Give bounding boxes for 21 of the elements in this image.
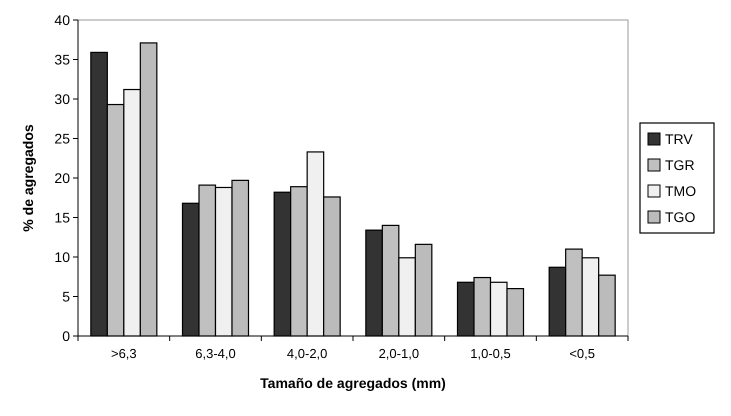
- legend-label: TRV: [665, 130, 694, 147]
- x-axis-title: Tamaño de agregados (mm): [260, 375, 446, 391]
- x-tick-label: 6,3-4,0: [195, 346, 236, 361]
- y-tick-label: 40: [54, 12, 70, 28]
- y-tick-label: 25: [54, 130, 70, 146]
- x-tick-label: >6,3: [110, 346, 137, 361]
- x-tick-label: <0,5: [569, 346, 596, 361]
- y-tick-label: 35: [54, 51, 70, 68]
- legend-label: TGO: [665, 208, 696, 225]
- legend-label: TGR: [665, 156, 695, 173]
- x-tick-label: 1,0-0,5: [470, 346, 511, 361]
- y-tick-label: 5: [62, 288, 70, 304]
- y-axis-title: % de agregados: [20, 124, 36, 232]
- y-tick-label: 30: [54, 90, 70, 107]
- y-tick-label: 0: [62, 328, 70, 344]
- x-tick-label: 4,0-2,0: [286, 346, 328, 361]
- y-tick-label: 15: [54, 209, 70, 226]
- y-tick-label: 10: [54, 248, 70, 265]
- y-tick-label: 20: [54, 170, 70, 186]
- x-tick-label: 2,0-1,0: [378, 346, 420, 361]
- legend-label: TMO: [665, 182, 696, 199]
